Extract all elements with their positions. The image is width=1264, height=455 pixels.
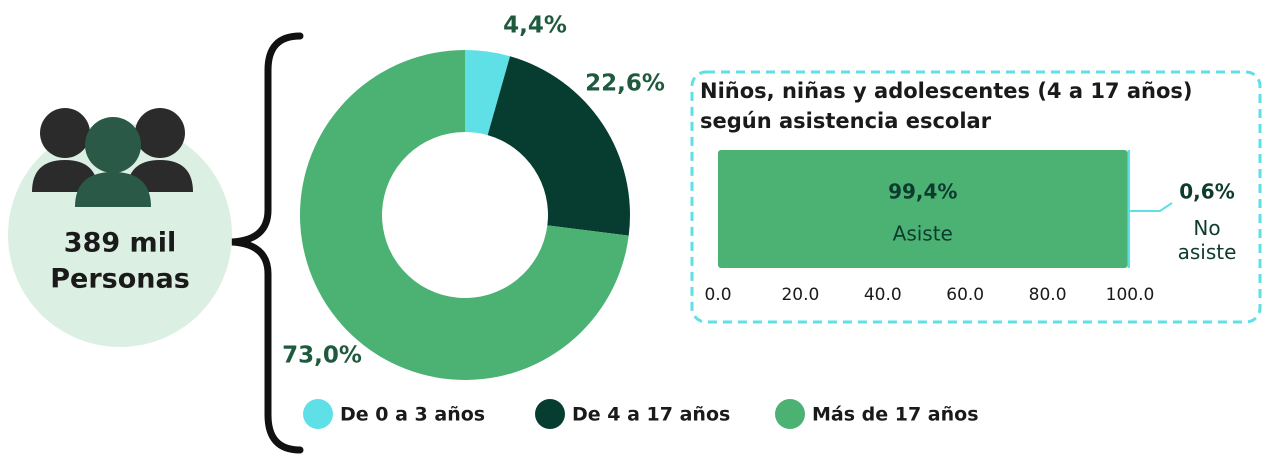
donut-slice — [487, 56, 630, 236]
bar-segment — [1127, 150, 1130, 268]
legend-label: Más de 17 años — [812, 404, 979, 426]
summary-label: Personas — [50, 264, 190, 295]
legend-swatch — [775, 399, 805, 429]
slice-label: 22,6% — [585, 71, 665, 97]
legend-swatch — [535, 399, 565, 429]
leader-line — [1130, 202, 1173, 212]
legend-swatch — [303, 399, 333, 429]
bar-title: Niños, niñas y adolescentes (4 a 17 años… — [700, 79, 1193, 133]
brace — [231, 32, 304, 454]
x-tick-label: 60.0 — [946, 285, 984, 305]
people-icon — [32, 108, 193, 192]
slice-label: 73,0% — [282, 343, 362, 369]
summary-value: 389 mil — [64, 228, 176, 259]
bar-segment — [718, 150, 1128, 268]
legend-label: De 0 a 3 años — [340, 404, 485, 426]
x-tick-label: 100.0 — [1106, 285, 1155, 305]
person-icon-front — [75, 117, 151, 207]
x-tick-label: 80.0 — [1029, 285, 1067, 305]
bar-title-box: Niños, niñas y adolescentes (4 a 17 años… — [700, 79, 1193, 133]
donut-slice — [465, 50, 511, 136]
bar-value-label: 0,6% — [1179, 180, 1234, 204]
bar-series-label: No asiste — [1177, 216, 1237, 264]
donut-slice — [299, 50, 629, 381]
bar-panel — [690, 70, 1262, 324]
x-tick-label: 0.0 — [704, 285, 731, 305]
slice-label: 4,4% — [503, 13, 567, 39]
x-tick-label: 20.0 — [781, 285, 819, 305]
legend-label: De 4 a 17 años — [572, 404, 730, 426]
bar-series-label: Asiste — [893, 222, 953, 246]
bar-value-label: 99,4% — [888, 180, 957, 204]
x-tick-label: 40.0 — [864, 285, 902, 305]
